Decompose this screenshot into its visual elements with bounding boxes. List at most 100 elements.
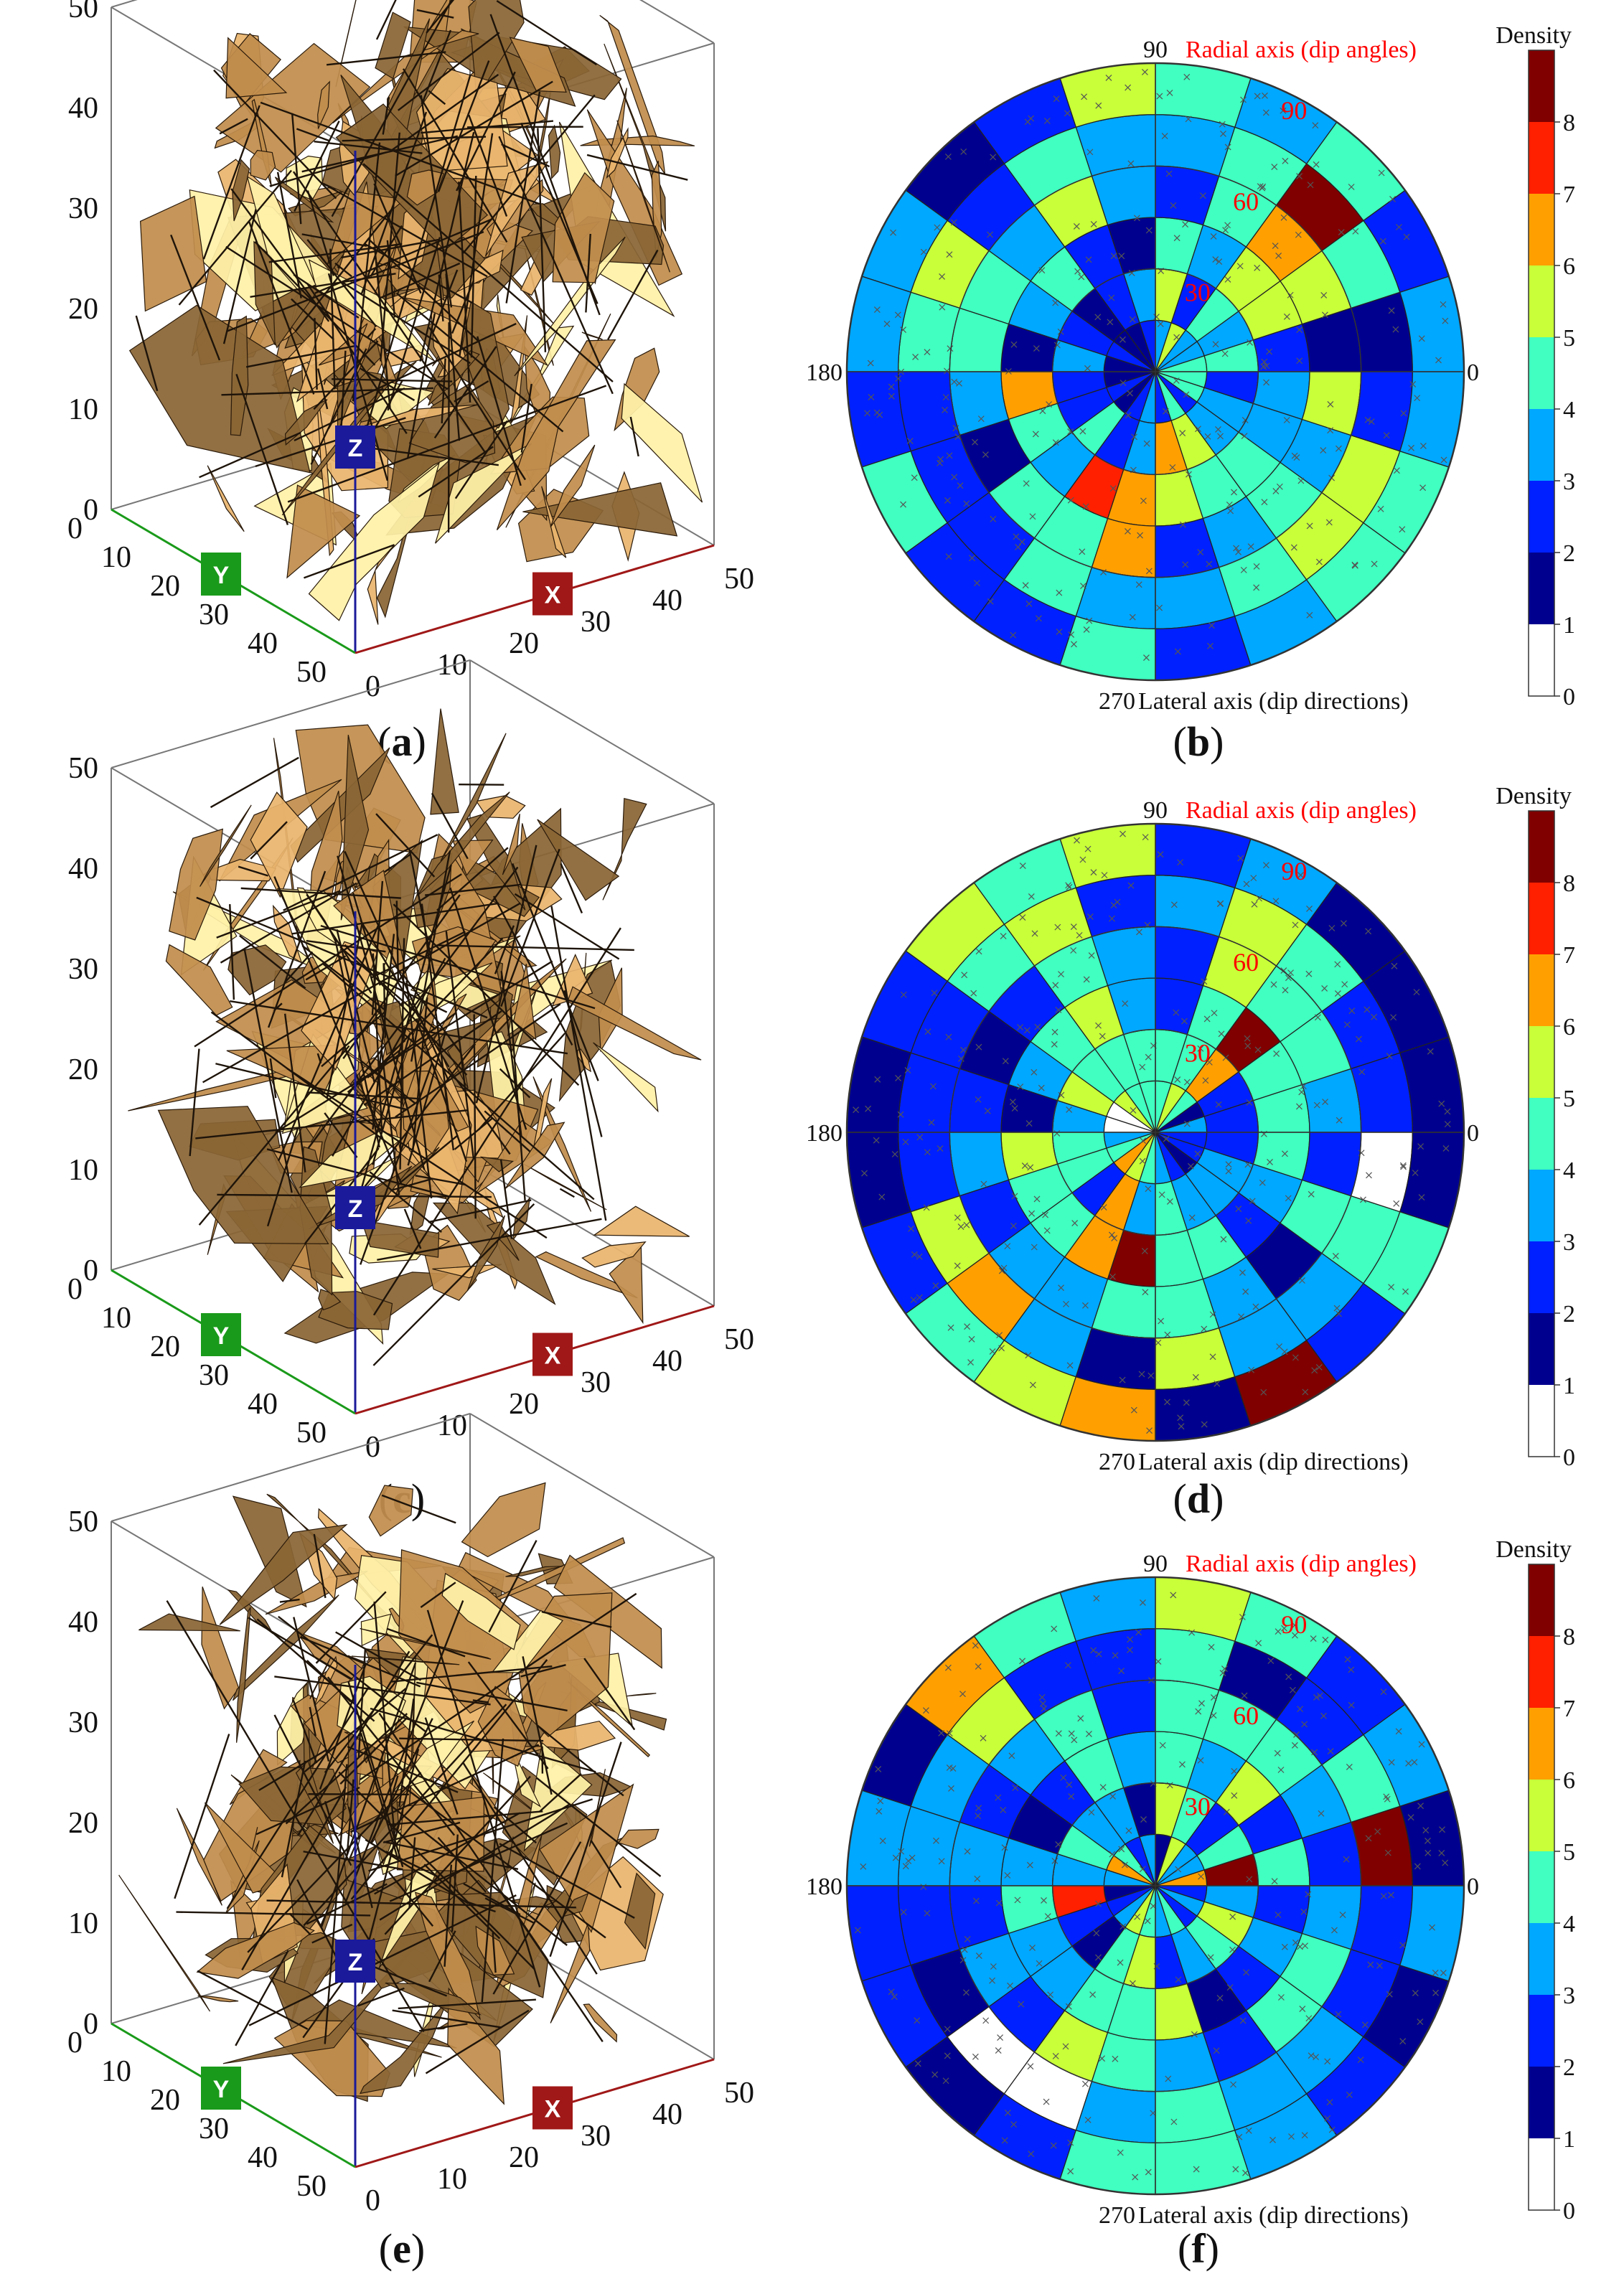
pole-mark bbox=[963, 1221, 970, 1228]
fracture-plane bbox=[318, 323, 368, 366]
pole-mark bbox=[1085, 1731, 1092, 1737]
pole-mark bbox=[1296, 1103, 1303, 1110]
caption-b: (b) bbox=[1173, 718, 1224, 765]
pole-mark bbox=[1054, 924, 1061, 931]
fracture-plane bbox=[432, 1202, 556, 1305]
pole-mark bbox=[878, 1193, 886, 1200]
pole-mark bbox=[1419, 443, 1427, 449]
pole-mark bbox=[1139, 1063, 1146, 1071]
pole-mark bbox=[1033, 345, 1040, 352]
trace-line bbox=[395, 1003, 561, 1118]
pole-mark bbox=[1324, 2058, 1331, 2065]
pole-mark bbox=[1010, 1222, 1017, 1229]
trace-line bbox=[607, 249, 659, 340]
pole-mark bbox=[1366, 1172, 1372, 1179]
trace-line bbox=[352, 142, 381, 401]
pole-mark bbox=[1198, 1873, 1204, 1880]
pole-mark bbox=[1001, 2137, 1008, 2144]
pole-mark bbox=[853, 1106, 860, 1114]
pole-mark bbox=[1338, 229, 1345, 235]
pole-mark bbox=[1210, 1712, 1217, 1719]
fracture-plane bbox=[157, 1106, 329, 1245]
pole-mark bbox=[873, 306, 881, 313]
pole-mark bbox=[931, 2071, 939, 2078]
trace-line bbox=[311, 1923, 353, 1944]
x-tick: 50 bbox=[724, 1323, 754, 1356]
trace-line bbox=[197, 1970, 309, 2030]
pole-mark bbox=[1015, 544, 1022, 550]
pole-mark bbox=[1144, 1917, 1151, 1925]
pole-mark bbox=[946, 452, 953, 459]
trace-line bbox=[380, 132, 400, 362]
trace-line bbox=[381, 1494, 456, 1524]
pole-mark bbox=[1109, 1792, 1117, 1800]
trace-line bbox=[510, 1007, 526, 1201]
pole-mark bbox=[875, 1765, 882, 1772]
pole-mark bbox=[1233, 545, 1239, 552]
pole-mark bbox=[1312, 122, 1319, 129]
pole-mark bbox=[1197, 549, 1204, 555]
pole-mark bbox=[951, 378, 958, 385]
trace-line bbox=[522, 1656, 553, 1795]
x-tick: 40 bbox=[652, 1345, 682, 1378]
pole-mark bbox=[1081, 1302, 1089, 1309]
pole-mark bbox=[1140, 1816, 1147, 1823]
trace-line bbox=[360, 367, 416, 401]
pole-mark bbox=[1090, 869, 1097, 876]
trace-line bbox=[493, 896, 573, 1046]
trace-line bbox=[303, 1851, 403, 1871]
trace-line bbox=[365, 1838, 469, 1904]
pole-mark bbox=[1074, 837, 1080, 844]
label-0: 0 bbox=[1467, 359, 1479, 386]
pole-mark bbox=[1145, 2168, 1152, 2176]
pole-mark bbox=[960, 1046, 967, 1053]
pole-mark bbox=[1429, 1924, 1435, 1931]
pole-mark bbox=[1023, 480, 1030, 487]
pole-mark bbox=[900, 501, 906, 508]
pole-mark bbox=[1029, 1381, 1036, 1388]
pole-mark bbox=[1297, 477, 1305, 484]
pole-mark bbox=[1224, 222, 1231, 229]
trace-line bbox=[285, 1713, 408, 1825]
pole-mark bbox=[1064, 110, 1071, 117]
pole-mark bbox=[1076, 931, 1083, 939]
trace-line bbox=[276, 171, 302, 299]
pole-mark bbox=[1067, 428, 1074, 435]
trace-line bbox=[537, 1724, 624, 1797]
pole-mark bbox=[1182, 221, 1188, 228]
pole-mark bbox=[1025, 601, 1033, 607]
pole-mark bbox=[1219, 1670, 1226, 1677]
y-tick: 0 bbox=[67, 1273, 83, 1306]
pole-mark bbox=[1440, 301, 1447, 308]
trace-line bbox=[373, 183, 422, 294]
pole-mark bbox=[933, 1837, 939, 1844]
pole-mark bbox=[1130, 1406, 1137, 1414]
y-axis-badge-label: Y bbox=[213, 1322, 230, 1350]
pole-mark bbox=[1245, 1217, 1252, 1224]
trace-line bbox=[467, 1901, 496, 1913]
pole-mark bbox=[1399, 2038, 1407, 2045]
pole-mark bbox=[1127, 1647, 1133, 1653]
trace-line bbox=[366, 328, 377, 339]
pole-mark bbox=[937, 1145, 944, 1152]
pole-mark bbox=[1315, 558, 1323, 565]
pole-mark bbox=[1066, 883, 1073, 890]
colorbar-tick: 6 bbox=[1563, 1767, 1575, 1794]
pole-mark bbox=[1363, 1006, 1371, 1013]
pole-mark bbox=[1271, 164, 1278, 171]
z-axis-badge: Z bbox=[335, 1940, 375, 1983]
pole-mark bbox=[996, 1332, 1003, 1339]
trace-line bbox=[306, 1660, 352, 1703]
pole-mark bbox=[1194, 1150, 1201, 1157]
pole-mark bbox=[932, 1282, 939, 1289]
pole-mark bbox=[982, 451, 989, 458]
pole-mark bbox=[1147, 1372, 1155, 1379]
z-tick: 40 bbox=[68, 852, 98, 885]
x-tick: 50 bbox=[724, 2077, 754, 2110]
pole-mark bbox=[1240, 566, 1247, 573]
colorbar-title: Density bbox=[1496, 1536, 1572, 1563]
pole-mark bbox=[1109, 485, 1117, 492]
trace-line bbox=[294, 387, 405, 442]
pole-mark bbox=[1077, 1715, 1084, 1722]
trace-line bbox=[560, 863, 583, 913]
